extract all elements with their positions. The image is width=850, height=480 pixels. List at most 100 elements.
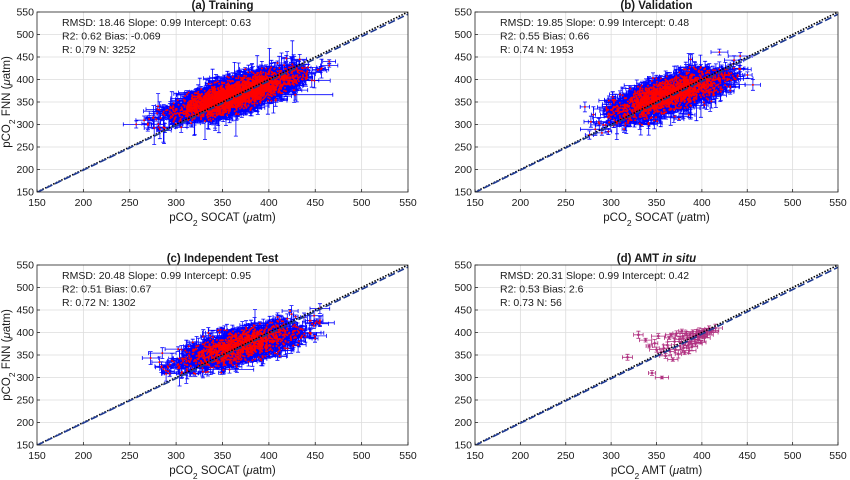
data-point <box>243 74 246 77</box>
data-point <box>178 120 181 123</box>
data-point <box>288 66 291 69</box>
data-point <box>276 62 279 64</box>
data-point <box>302 74 304 76</box>
data-point <box>301 78 304 81</box>
data-point <box>280 70 283 72</box>
data-point <box>182 98 185 101</box>
data-point <box>200 117 203 120</box>
data-point <box>228 83 231 86</box>
data-point <box>169 105 172 108</box>
data-point <box>297 80 300 83</box>
data-point <box>157 105 160 108</box>
data-point <box>226 114 228 117</box>
data-point <box>237 77 240 80</box>
data-point <box>278 67 281 69</box>
data-point <box>254 77 257 80</box>
data-point <box>295 80 298 83</box>
data-point <box>252 72 255 75</box>
data-point <box>211 115 214 118</box>
data-point <box>267 70 270 73</box>
data-point <box>213 81 216 84</box>
data-point <box>186 93 188 96</box>
data-point <box>155 118 158 121</box>
data-point <box>270 70 273 73</box>
data-point <box>276 70 279 73</box>
data-point <box>210 119 213 122</box>
data-point <box>250 70 253 73</box>
data-point <box>281 92 284 95</box>
data-point <box>200 92 203 95</box>
data-point <box>291 63 294 66</box>
data-point <box>262 71 265 74</box>
data-point <box>328 64 331 67</box>
data-point <box>291 74 294 77</box>
data-point <box>268 69 271 72</box>
data-point <box>207 118 210 121</box>
data-point <box>177 103 180 106</box>
data-point <box>226 79 229 82</box>
data-point <box>207 82 210 85</box>
data-point <box>298 69 300 72</box>
data-point <box>249 107 252 110</box>
data-point <box>276 84 279 87</box>
data-point <box>296 74 299 77</box>
data-point <box>169 107 172 110</box>
data-point <box>222 82 225 85</box>
data-point <box>235 108 238 111</box>
data-point <box>241 103 244 106</box>
data-point <box>187 91 190 94</box>
data-point <box>235 112 238 115</box>
data-point <box>216 80 219 83</box>
chart-panel-1: 150 200 250 300 350 400 450 500 5501502002503003… <box>1 0 417 228</box>
data-point <box>293 69 296 72</box>
data-point <box>174 110 176 113</box>
data-point <box>178 115 181 118</box>
data-point <box>268 97 271 100</box>
data-point <box>304 66 307 69</box>
data-point <box>303 71 306 74</box>
data-point <box>193 95 196 98</box>
data-point <box>247 101 250 104</box>
data-point <box>237 75 240 78</box>
data-point <box>143 119 146 122</box>
data-point <box>176 99 179 102</box>
data-point <box>184 95 187 98</box>
data-point <box>253 104 256 107</box>
data-point <box>258 73 261 76</box>
data-point <box>180 106 183 109</box>
data-point <box>179 111 182 114</box>
data-point <box>220 81 223 84</box>
data-point <box>306 70 309 73</box>
data-point <box>274 94 277 96</box>
data-point <box>156 112 159 115</box>
data-point <box>299 70 302 72</box>
data-point <box>171 116 174 118</box>
data-point <box>188 110 191 113</box>
data-point <box>265 67 268 70</box>
data-point <box>283 89 286 92</box>
data-point <box>172 102 175 105</box>
data-point <box>299 75 302 78</box>
data-point <box>247 104 250 107</box>
data-point <box>168 112 171 115</box>
data-point <box>209 90 212 93</box>
data-point <box>256 73 258 76</box>
data-point <box>227 76 230 79</box>
data-point <box>283 64 286 67</box>
data-point <box>183 100 186 103</box>
data-point <box>279 80 281 82</box>
data-point <box>283 79 286 81</box>
data-point <box>263 97 266 100</box>
data-point <box>274 73 277 76</box>
data-point <box>209 117 212 120</box>
data-point <box>169 117 172 120</box>
plot-content <box>37 12 408 192</box>
data-point <box>198 93 201 96</box>
data-point <box>135 123 138 126</box>
data-point <box>258 75 260 78</box>
data-point <box>181 111 184 114</box>
data-point <box>290 79 293 82</box>
data-point <box>210 83 213 85</box>
data-point <box>251 102 254 105</box>
